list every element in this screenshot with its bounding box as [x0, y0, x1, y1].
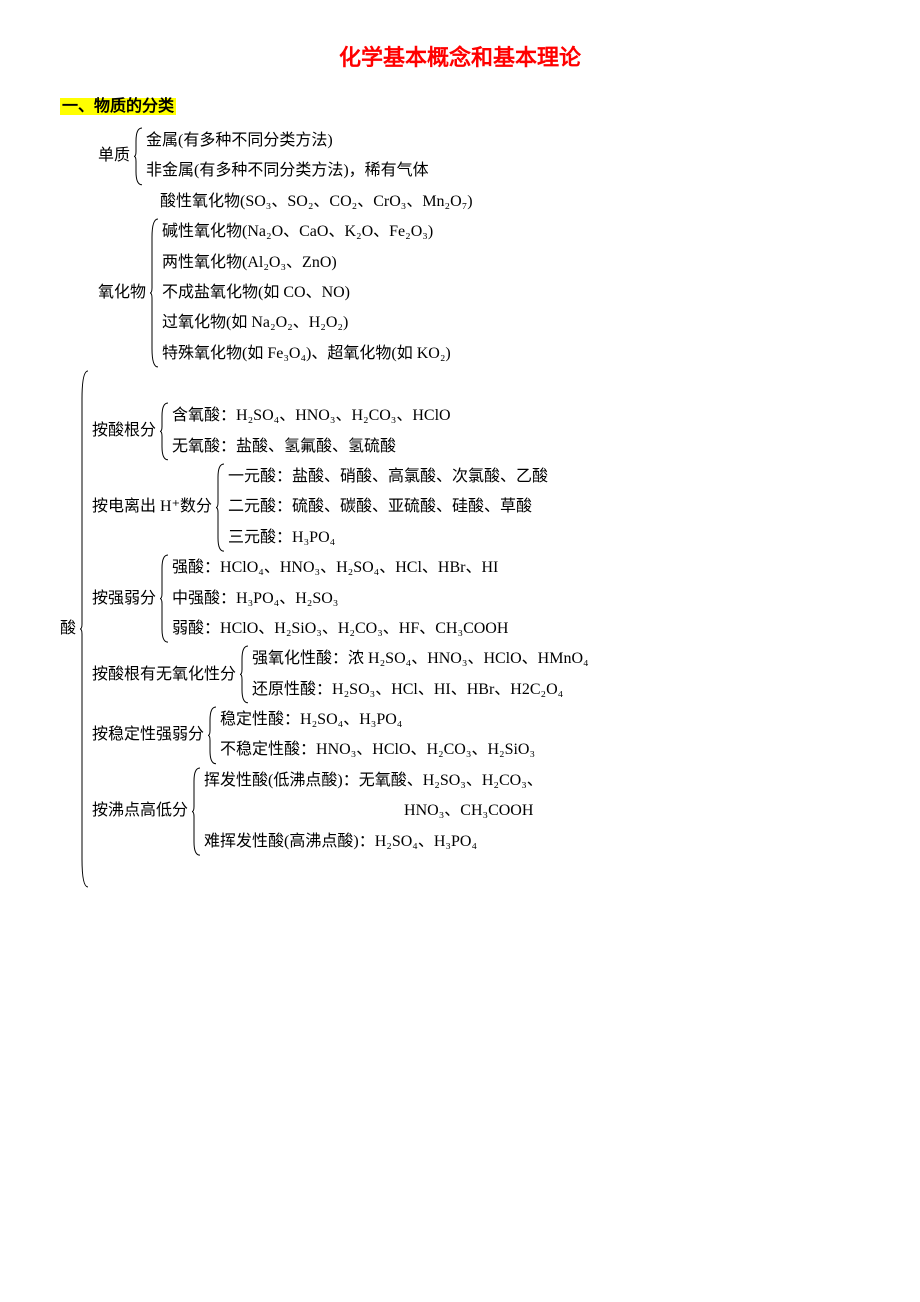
node-yanghua: 按酸根有无氧化性分 强氧化性酸：浓 H₂SO₄、HNO₃、HClO、HMnO₄ …: [92, 644, 589, 705]
label-qiangruo: 按强弱分: [92, 553, 158, 644]
node-suanxing: 酸性氧化物(SO₃、SO₂、CO₂、CrO₃、Mn₂O₇): [160, 187, 860, 217]
brace-icon: [214, 462, 228, 553]
brace-icon: [78, 369, 92, 889]
node-suan: 酸 按酸根分 含氧酸：H₂SO₄、HNO₃、H₂CO₃、HClO 无氧酸：盐酸、…: [60, 369, 860, 889]
leaf: 一元酸：盐酸、硝酸、高氯酸、次氯酸、乙酸: [228, 462, 548, 492]
leaf: 挥发性酸(低沸点酸)：无氧酸、H₂SO₃、H₂CO₃、: [204, 766, 543, 796]
label-wending: 按稳定性强弱分: [92, 705, 206, 766]
leaf: 特殊氧化物(如 Fe₃O₄)、超氧化物(如 KO₂): [162, 339, 451, 369]
label-dianli: 按电离出 H⁺数分: [92, 462, 214, 553]
leaf: 酸性氧化物(SO₃、SO₂、CO₂、CrO₃、Mn₂O₇): [160, 187, 860, 217]
leaf: HNO₃、CH₃COOH: [204, 796, 543, 826]
leaf: 不成盐氧化物(如 CO、NO): [162, 278, 451, 308]
brace-icon: [148, 217, 162, 369]
leaf: 弱酸：HClO、H₂SiO₃、H₂CO₃、HF、CH₃COOH: [172, 614, 508, 644]
leaf: 难挥发性酸(高沸点酸)：H₂SO₄、H₃PO₄: [204, 827, 543, 857]
leaf: 碱性氧化物(Na₂O、CaO、K₂O、Fe₂O₃): [162, 217, 451, 247]
leaf: 稳定性酸：H₂SO₄、H₃PO₄: [220, 705, 535, 735]
label-feidian: 按沸点高低分: [92, 766, 190, 857]
brace-icon: [190, 766, 204, 857]
leaf: 过氧化物(如 Na₂O₂、H₂O₂): [162, 308, 451, 338]
brace-icon: [206, 705, 220, 766]
node-suangen: 按酸根分 含氧酸：H₂SO₄、HNO₃、H₂CO₃、HClO 无氧酸：盐酸、氢氟…: [92, 401, 589, 462]
node-qiangruo: 按强弱分 强酸：HClO₄、HNO₃、H₂SO₄、HCl、HBr、HI 中强酸：…: [92, 553, 589, 644]
node-dianli: 按电离出 H⁺数分 一元酸：盐酸、硝酸、高氯酸、次氯酸、乙酸 二元酸：硫酸、碳酸…: [92, 462, 589, 553]
brace-icon: [158, 401, 172, 462]
leaf: 三元酸：H₃PO₄: [228, 523, 548, 553]
label-suangen: 按酸根分: [92, 401, 158, 462]
node-yanghuawu: 氧化物 碱性氧化物(Na₂O、CaO、K₂O、Fe₂O₃) 两性氧化物(Al₂O…: [98, 217, 860, 369]
leaf: 含氧酸：H₂SO₄、HNO₃、H₂CO₃、HClO: [172, 401, 451, 431]
label-yanghuawu: 氧化物: [98, 217, 148, 369]
leaf: 二元酸：硫酸、碳酸、亚硫酸、硅酸、草酸: [228, 492, 548, 522]
leaf: 强酸：HClO₄、HNO₃、H₂SO₄、HCl、HBr、HI: [172, 553, 508, 583]
label-danzhi: 单质: [98, 126, 132, 187]
brace-icon: [132, 126, 146, 187]
brace-icon: [238, 644, 252, 705]
leaf: 强氧化性酸：浓 H₂SO₄、HNO₃、HClO、HMnO₄: [252, 644, 589, 674]
leaf: 还原性酸：H₂SO₃、HCl、HI、HBr、H2C₂O₄: [252, 675, 589, 705]
label-yanghua: 按酸根有无氧化性分: [92, 644, 238, 705]
section-header-1: 一、物质的分类: [60, 98, 176, 115]
leaf: 非金属(有多种不同分类方法)，稀有气体: [146, 156, 429, 186]
leaf: 中强酸：H₃PO₄、H₂SO₃: [172, 584, 508, 614]
leaf: 金属(有多种不同分类方法): [146, 126, 429, 156]
leaf: 两性氧化物(Al₂O₃、ZnO): [162, 248, 451, 278]
leaf: 不稳定性酸：HNO₃、HClO、H₂CO₃、H₂SiO₃: [220, 735, 535, 765]
classification-tree: 单质 金属(有多种不同分类方法) 非金属(有多种不同分类方法)，稀有气体 酸性氧…: [60, 126, 860, 889]
node-feidian: 按沸点高低分 挥发性酸(低沸点酸)：无氧酸、H₂SO₃、H₂CO₃、 HNO₃、…: [92, 766, 589, 857]
page-title: 化学基本概念和基本理论: [60, 40, 860, 72]
brace-icon: [158, 553, 172, 644]
leaf: 无氧酸：盐酸、氢氟酸、氢硫酸: [172, 432, 451, 462]
label-suan: 酸: [60, 369, 78, 889]
node-danzhi: 单质 金属(有多种不同分类方法) 非金属(有多种不同分类方法)，稀有气体: [98, 126, 860, 187]
node-wending: 按稳定性强弱分 稳定性酸：H₂SO₄、H₃PO₄ 不稳定性酸：HNO₃、HClO…: [92, 705, 589, 766]
